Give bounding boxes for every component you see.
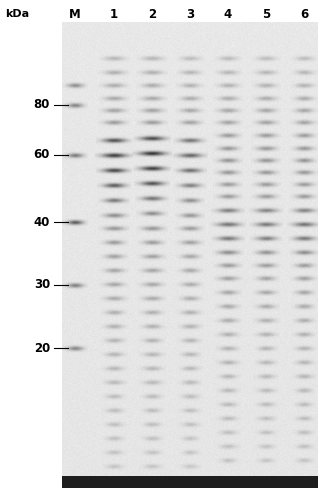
Text: 80: 80 bbox=[33, 98, 50, 112]
Text: 4: 4 bbox=[224, 8, 232, 20]
Text: 3: 3 bbox=[186, 8, 194, 20]
Text: 1: 1 bbox=[110, 8, 118, 20]
Text: 5: 5 bbox=[262, 8, 270, 20]
Text: 40: 40 bbox=[33, 216, 50, 228]
Text: kDa: kDa bbox=[5, 9, 29, 19]
Text: 2: 2 bbox=[148, 8, 156, 20]
Text: 6: 6 bbox=[300, 8, 308, 20]
Text: 20: 20 bbox=[34, 342, 50, 354]
Text: M: M bbox=[69, 8, 81, 20]
Text: 30: 30 bbox=[34, 278, 50, 291]
Text: 60: 60 bbox=[33, 148, 50, 162]
